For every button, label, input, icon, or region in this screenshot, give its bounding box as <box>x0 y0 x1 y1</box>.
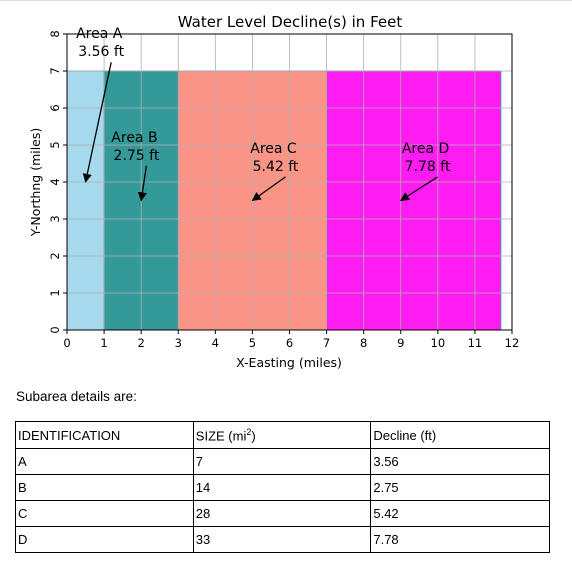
x-tick-label: 4 <box>212 336 219 350</box>
table-row: B 14 2.75 <box>15 474 550 501</box>
area-name-label-2: Area B <box>111 130 157 146</box>
row-decline: 7.78 <box>370 526 550 553</box>
area-rect-1 <box>66 70 105 331</box>
area-decline-label-1: 3.56 ft <box>78 44 124 60</box>
row-size: 28 <box>192 500 372 527</box>
x-tick-label: 9 <box>397 336 404 350</box>
identification-header: IDENTIFICATION <box>15 421 194 449</box>
area-arrow-4 <box>399 176 438 202</box>
area-name-label-3: Area C <box>250 141 297 157</box>
decline-header: Decline (ft) <box>370 421 550 449</box>
x-tick-label: 8 <box>360 336 367 350</box>
y-tick-label: 8 <box>48 30 62 37</box>
table-row: D 33 7.78 <box>15 526 550 553</box>
subarea-details-table: IDENTIFICATION SIZE (mi2) Decline (ft) A… <box>15 421 550 553</box>
y-tick-label: 1 <box>48 289 62 296</box>
y-tick-label: 6 <box>48 104 62 111</box>
x-tick-label: 0 <box>63 336 70 350</box>
table-row: C 28 5.42 <box>15 500 550 527</box>
y-axis-title: Y-Northng (miles) <box>28 128 43 238</box>
x-tick-label: 5 <box>249 336 256 350</box>
x-tick-label: 11 <box>468 336 483 350</box>
size-header: SIZE (mi2) <box>192 421 372 449</box>
y-tick-label: 5 <box>48 141 62 148</box>
table-header-row: IDENTIFICATION SIZE (mi2) Decline (ft) <box>15 421 550 449</box>
area-arrow-1 <box>82 62 112 183</box>
annotation-layer: Area A 3.56 ft Area B 2.75 ft Area C 5.42 ft A… <box>76 26 451 202</box>
area-name-label-1: Area A <box>76 26 123 42</box>
x-tick-label: 2 <box>138 336 145 350</box>
y-tick-label: 7 <box>48 67 62 74</box>
subarea-details-heading: Subarea details are: <box>16 389 137 404</box>
size-header-close: ) <box>251 428 256 444</box>
size-header-exponent: 2 <box>246 426 252 437</box>
row-size: 33 <box>192 526 372 553</box>
row-identification: B <box>15 474 194 501</box>
y-tick-label: 4 <box>48 178 62 185</box>
area-rects-layer <box>66 70 502 331</box>
row-size: 7 <box>192 448 372 475</box>
area-arrow-3 <box>251 176 286 202</box>
area-rect-4 <box>326 70 502 331</box>
row-identification: C <box>15 500 194 527</box>
area-decline-label-4: 7.78 ft <box>405 159 451 175</box>
x-tick-label: 1 <box>100 336 107 350</box>
x-tick-label: 3 <box>175 336 182 350</box>
row-identification: A <box>15 448 194 475</box>
x-tick-label: 6 <box>286 336 293 350</box>
area-arrow-2 <box>137 165 148 202</box>
top-divider <box>0 0 572 1</box>
y-tick-label: 0 <box>48 326 62 333</box>
area-decline-label-3: 5.42 ft <box>253 159 299 175</box>
table-row: A 7 3.56 <box>15 448 550 475</box>
area-name-label-4: Area D <box>402 141 449 157</box>
chart-title: Water Level Decline(s) in Feet <box>178 13 403 31</box>
size-header-label: SIZE (mi <box>195 428 247 444</box>
y-tick-label: 2 <box>48 252 62 259</box>
x-tick-label: 12 <box>505 336 520 350</box>
y-tick-label: 3 <box>48 215 62 222</box>
row-decline: 3.56 <box>370 448 550 475</box>
row-size: 14 <box>192 474 372 501</box>
area-decline-label-2: 2.75 ft <box>114 148 160 164</box>
row-decline: 2.75 <box>370 474 550 501</box>
row-identification: D <box>15 526 194 553</box>
x-tick-label: 10 <box>431 336 446 350</box>
x-axis-title: X-Easting (miles) <box>236 355 342 370</box>
row-decline: 5.42 <box>370 500 550 527</box>
x-tick-label: 7 <box>323 336 330 350</box>
